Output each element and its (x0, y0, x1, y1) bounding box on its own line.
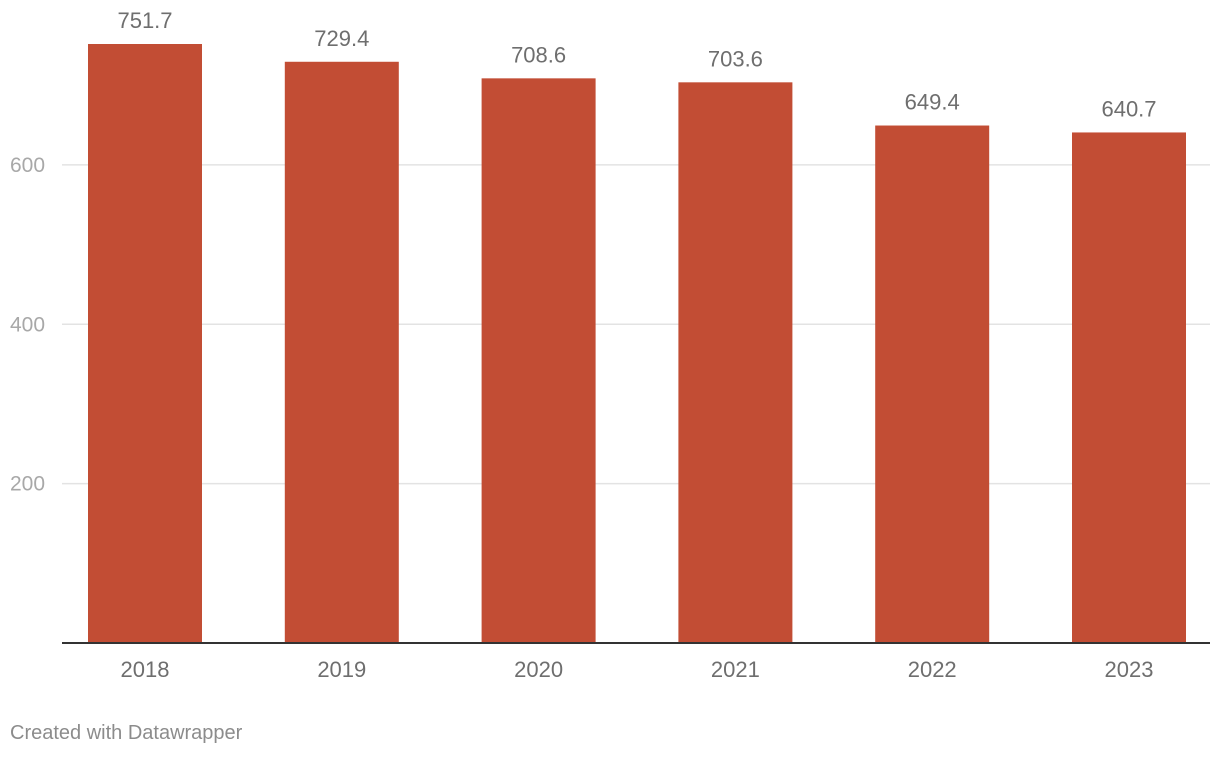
value-label-2022: 649.4 (905, 90, 960, 115)
bar-2018 (88, 44, 202, 643)
bar-2023 (1072, 132, 1186, 643)
y-tick-label: 400 (10, 313, 45, 336)
x-tick-label-2021: 2021 (711, 657, 760, 682)
bar-2021 (678, 82, 793, 644)
x-tick-label-2018: 2018 (121, 657, 170, 682)
credit-text: Created with Datawrapper (10, 722, 243, 744)
y-tick-label: 600 (10, 154, 45, 177)
x-tick-label-2022: 2022 (908, 657, 957, 682)
bar-chart: 200 400 600 751.7 2018 729.4 2019 708.6 2020 703.… (10, 8, 1210, 682)
x-tick-label-2023: 2023 (1105, 657, 1154, 682)
value-label-2019: 729.4 (314, 26, 369, 51)
bar-2022 (875, 125, 990, 644)
bars (88, 44, 1186, 644)
y-tick-label: 200 (10, 473, 45, 496)
value-label-2021: 703.6 (708, 46, 763, 71)
bar-2019 (284, 61, 399, 643)
value-label-2023: 640.7 (1101, 96, 1156, 121)
value-label-2018: 751.7 (117, 8, 172, 33)
x-tick-label-2019: 2019 (317, 657, 366, 682)
bar-2020 (481, 78, 596, 644)
value-label-2020: 708.6 (511, 42, 566, 67)
labels: 200 400 600 751.7 2018 729.4 2019 708.6 2020 703.… (10, 8, 1157, 682)
gridlines (62, 164, 1210, 485)
x-tick-label-2020: 2020 (514, 657, 563, 682)
